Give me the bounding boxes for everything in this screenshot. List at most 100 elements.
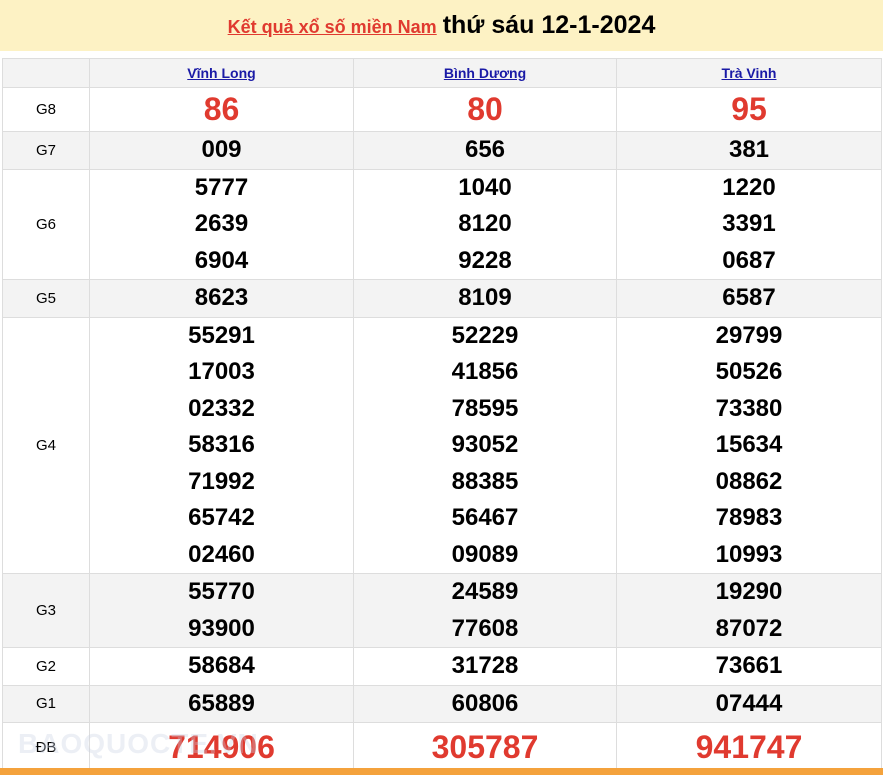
prize-cell: 6587	[616, 279, 882, 318]
province-link[interactable]: Bình Dương	[443, 65, 527, 81]
prize-number: 65889	[188, 689, 255, 717]
prize-number: 5777	[194, 173, 249, 201]
province-header: Vĩnh Long	[89, 58, 354, 88]
prize-number: 1220	[722, 173, 776, 201]
prize-cell: 07444	[616, 684, 882, 723]
prize-number: 50526	[715, 358, 783, 385]
results-header: Kết quả xổ số miền Nam thứ sáu 12-1-2024	[0, 0, 883, 51]
prize-label: G7	[2, 131, 90, 170]
prize-number: 73661	[715, 652, 783, 679]
prize-number: 656	[464, 136, 506, 163]
prize-row: G1 65889 60806 07444	[2, 684, 882, 723]
prize-cell: 31728	[353, 647, 617, 686]
prize-number: 15634	[715, 431, 783, 458]
watermark: BAOQUOCTE.VN	[18, 728, 259, 759]
prize-cell: 8623	[89, 279, 354, 318]
prize-row: G7 009 656 381	[2, 131, 882, 170]
prize-number: 1040	[458, 173, 512, 201]
prize-number: 73380	[715, 394, 783, 422]
prize-number: 71992	[188, 467, 255, 495]
prize-cell: 941747	[616, 722, 882, 773]
prize-number: 9228	[458, 246, 512, 274]
prize-row: G5 8623 8109 6587	[2, 279, 882, 318]
prize-cell: 1220 3391 0687	[616, 168, 882, 280]
prize-number: 60806	[451, 689, 519, 717]
prize-number: 78595	[451, 394, 519, 422]
prize-number: 52229	[451, 321, 519, 349]
prize-number: 8623	[194, 284, 249, 311]
results-link[interactable]: Kết quả xổ số miền Nam	[227, 17, 437, 37]
results-date: thứ sáu 12-1-2024	[442, 11, 656, 39]
prize-number: 80	[467, 91, 503, 127]
corner-cell	[2, 58, 90, 88]
province-link[interactable]: Vĩnh Long	[187, 65, 256, 81]
prize-number: 6904	[194, 246, 249, 274]
prize-number: 8109	[458, 284, 512, 311]
prize-cell: 009	[89, 131, 354, 170]
prize-number: 10993	[715, 540, 783, 568]
prize-number: 02332	[188, 394, 255, 422]
prize-row: G8 86 80 95	[2, 87, 882, 132]
prize-number: 86	[203, 91, 240, 127]
prize-cell: 305787	[353, 722, 617, 773]
province-header: Trà Vinh	[616, 58, 882, 88]
prize-cell: 65889	[89, 684, 354, 723]
prize-cell: 29799 50526 73380 15634 08862 78983 10993	[616, 316, 882, 574]
prize-cell: 60806	[353, 684, 617, 723]
prize-cell: 1040 8120 9228	[353, 168, 617, 280]
prize-cell: 55291 17003 02332 58316 71992 65742 02460	[89, 316, 354, 574]
province-link[interactable]: Trà Vinh	[721, 65, 777, 81]
prize-number: 17003	[188, 358, 255, 385]
prize-number: 07444	[715, 689, 783, 717]
prize-row: G6 5777 2639 6904 1040 8120 9228 1220 3391 0687	[2, 168, 882, 280]
prize-cell: 24589 77608	[353, 573, 617, 648]
prize-number: 58316	[188, 431, 255, 458]
prize-row: G3 55770 93900 24589 77608 19290 87072	[2, 573, 882, 648]
prize-number: 95	[731, 91, 767, 127]
prize-number: 87072	[715, 614, 783, 642]
prize-number: 2639	[194, 210, 249, 237]
province-header: Bình Dương	[353, 58, 617, 88]
prize-number: 305787	[431, 729, 539, 765]
prize-cell: 95	[616, 87, 882, 132]
prize-number: 93900	[188, 614, 255, 642]
results-table: Vĩnh Long Bình Dương Trà Vinh G8 86 80 95 G7…	[2, 58, 882, 773]
prize-number: 381	[728, 136, 770, 163]
prize-number: 65742	[188, 504, 255, 531]
prize-number: 55770	[188, 578, 255, 605]
prize-label: G3	[2, 573, 90, 648]
prize-number: 941747	[695, 729, 803, 765]
prize-label: G4	[2, 316, 90, 574]
prize-number: 009	[201, 136, 242, 163]
prize-cell: 8109	[353, 279, 617, 318]
prize-label: G6	[2, 168, 90, 280]
prize-cell: 381	[616, 131, 882, 170]
prize-number: 09089	[451, 540, 519, 568]
prize-label: ĐB	[2, 722, 90, 773]
prize-cell: 714906	[89, 722, 354, 773]
prize-number: 02460	[188, 540, 255, 568]
prize-cell: 52229 41856 78595 93052 88385 56467 09089	[353, 316, 617, 574]
prize-number: 3391	[722, 210, 776, 237]
prize-number: 31728	[451, 652, 519, 679]
prize-label: G5	[2, 279, 90, 318]
prize-number: 77608	[451, 614, 519, 642]
prize-number: 19290	[715, 578, 783, 605]
prize-number: 78983	[715, 504, 783, 531]
prize-cell: 80	[353, 87, 617, 132]
prize-number: 56467	[451, 504, 519, 531]
prize-label: G1	[2, 684, 90, 723]
prize-number: 55291	[188, 321, 255, 349]
prize-number: 08862	[715, 467, 783, 495]
prize-number: 6587	[722, 284, 776, 311]
prize-number: 714906	[168, 729, 275, 765]
prize-label: G8	[2, 87, 90, 132]
prize-row: ĐB 714906 305787 941747	[2, 722, 882, 773]
prize-row: G2 58684 31728 73661	[2, 647, 882, 686]
prize-cell: 55770 93900	[89, 573, 354, 648]
prize-number: 41856	[451, 358, 519, 385]
footer-bar	[0, 768, 883, 775]
prize-cell: 19290 87072	[616, 573, 882, 648]
prize-number: 88385	[451, 467, 519, 495]
prize-cell: 58684	[89, 647, 354, 686]
